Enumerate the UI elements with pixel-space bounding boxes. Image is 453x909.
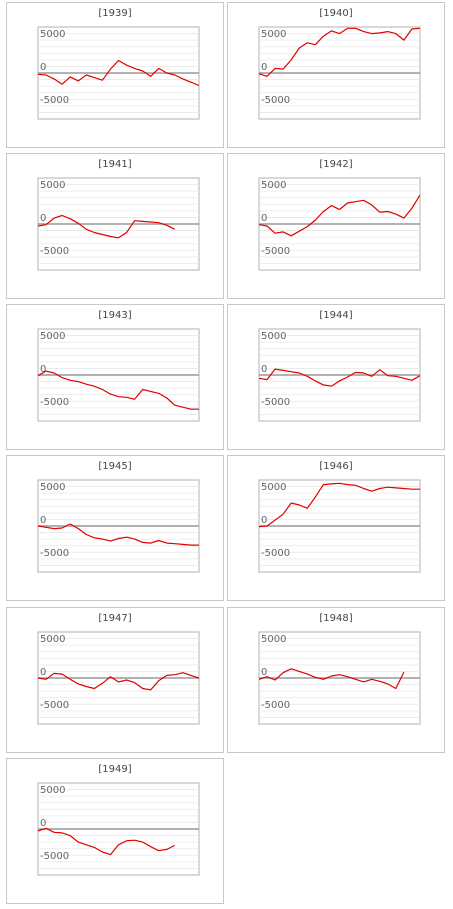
series-line [38,827,176,856]
series-line [38,214,176,239]
y-tick-label: -5000 [40,700,69,711]
y-tick-label: 0 [40,213,46,224]
series-line [38,370,199,410]
chart-title: [1948] [319,613,353,624]
chart-panel: 5000 0 -5000 [1945] [6,455,224,601]
chart-title: [1943] [98,310,132,321]
y-tick-label: -5000 [40,397,69,408]
chart-title: [1944] [319,310,353,321]
series-line [259,27,420,77]
line-chart: 5000 0 -5000 [258,26,421,120]
chart-panel: 5000 0 -5000 [1944] [227,304,445,450]
line-chart: 5000 0 -5000 [258,177,421,271]
y-tick-label: 0 [261,515,267,526]
y-tick-label: -5000 [261,700,290,711]
y-tick-label: 0 [40,818,46,829]
chart-panel: 5000 0 -5000 [1947] [6,607,224,753]
line-chart: 5000 0 -5000 [258,328,421,422]
y-tick-label: 5000 [40,180,65,191]
series-line [259,668,405,690]
line-chart: 5000 0 -5000 [37,177,200,271]
series-line [38,523,199,546]
chart-panel: 5000 0 -5000 [1939] [6,2,224,148]
y-tick-label: 0 [261,364,267,375]
y-tick-label: 5000 [261,482,286,493]
y-tick-label: -5000 [40,246,69,257]
chart-title: [1939] [98,8,132,19]
y-tick-label: -5000 [40,548,69,559]
line-chart: 5000 0 -5000 [37,328,200,422]
chart-title: [1941] [98,159,132,170]
y-tick-label: 0 [261,62,267,73]
y-tick-label: 5000 [40,482,65,493]
y-tick-label: 5000 [261,331,286,342]
y-tick-label: -5000 [261,548,290,559]
chart-title: [1940] [319,8,353,19]
y-tick-label: 0 [40,667,46,678]
series-line [38,672,199,691]
y-tick-label: 5000 [261,180,286,191]
y-tick-label: 5000 [40,29,65,40]
series-line [259,368,420,387]
series-line [259,194,420,237]
y-tick-label: 5000 [261,634,286,645]
chart-panel: 5000 0 -5000 [1942] [227,153,445,299]
line-chart: 5000 0 -5000 [258,631,421,725]
chart-panel: 5000 0 -5000 [1940] [227,2,445,148]
series-line [259,482,420,528]
chart-panel: 5000 0 -5000 [1943] [6,304,224,450]
y-tick-label: 0 [261,667,267,678]
series-line [38,59,199,87]
y-tick-label: 0 [40,515,46,526]
y-tick-label: 0 [261,213,267,224]
y-tick-label: 0 [40,62,46,73]
line-chart: 5000 0 -5000 [258,479,421,573]
y-tick-label: 5000 [261,29,286,40]
chart-title: [1942] [319,159,353,170]
chart-panel: 5000 0 -5000 [1946] [227,455,445,601]
line-chart: 5000 0 -5000 [37,26,200,120]
y-tick-label: -5000 [40,851,69,862]
chart-title: [1947] [98,613,132,624]
y-tick-label: -5000 [261,397,290,408]
chart-title: [1945] [98,461,132,472]
line-chart: 5000 0 -5000 [37,479,200,573]
line-chart: 5000 0 -5000 [37,631,200,725]
chart-panel: 5000 0 -5000 [1949] [6,758,224,904]
y-tick-label: -5000 [261,246,290,257]
y-tick-label: 5000 [40,785,65,796]
chart-title: [1946] [319,461,353,472]
chart-panel: 5000 0 -5000 [1948] [227,607,445,753]
y-tick-label: -5000 [261,95,290,106]
chart-title: [1949] [98,764,132,775]
y-tick-label: 5000 [40,634,65,645]
line-chart: 5000 0 -5000 [37,782,200,876]
chart-panel: 5000 0 -5000 [1941] [6,153,224,299]
y-tick-label: -5000 [40,95,69,106]
y-tick-label: 5000 [40,331,65,342]
y-tick-label: 0 [40,364,46,375]
